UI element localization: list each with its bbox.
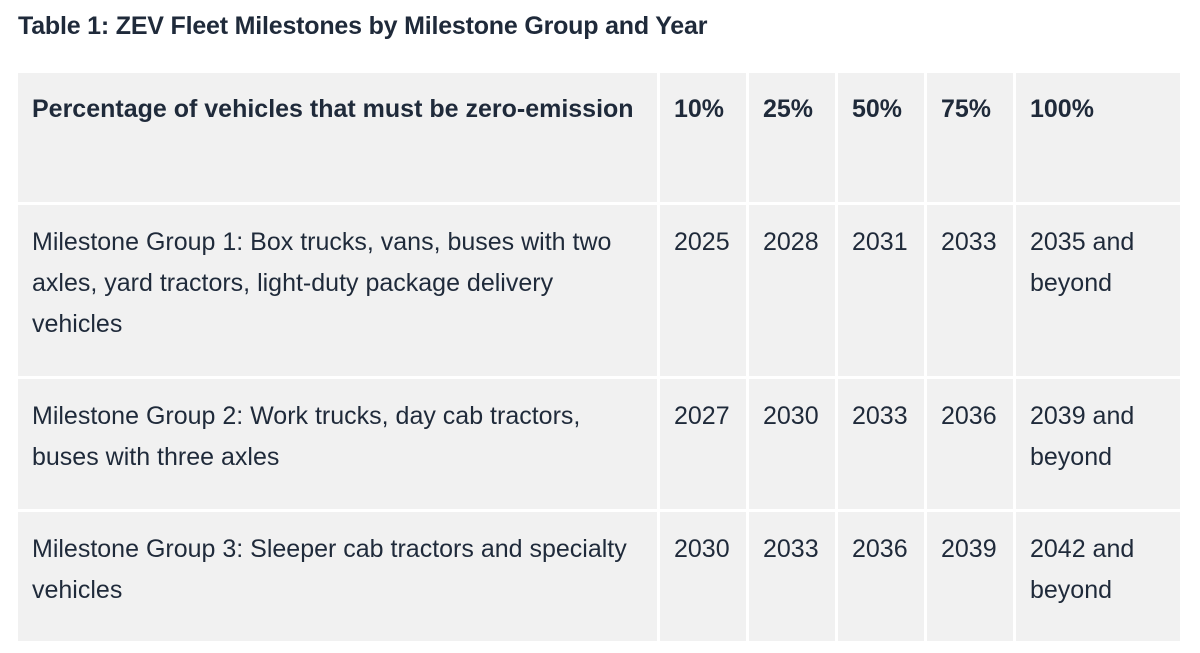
milestones-table: Percentage of vehicles that must be zero…: [15, 70, 1183, 644]
year-cell: 2036: [838, 512, 924, 641]
row-label: Milestone Group 3: Sleeper cab tractors …: [18, 512, 657, 641]
year-cell: 2030: [749, 379, 835, 509]
row-label: Milestone Group 1: Box trucks, vans, bus…: [18, 205, 657, 376]
table-row: Milestone Group 1: Box trucks, vans, bus…: [18, 205, 1180, 376]
row-label: Milestone Group 2: Work trucks, day cab …: [18, 379, 657, 509]
header-cell-25-percent: 25%: [749, 73, 835, 202]
table-caption: Table 1: ZEV Fleet Milestones by Milesto…: [18, 12, 708, 40]
year-cell: 2033: [927, 205, 1013, 376]
header-cell-label: Percentage of vehicles that must be zero…: [18, 73, 657, 202]
header-cell-100-percent: 100%: [1016, 73, 1180, 202]
table-row: Milestone Group 3: Sleeper cab tractors …: [18, 512, 1180, 641]
year-cell: 2042 and beyond: [1016, 512, 1180, 641]
year-cell: 2031: [838, 205, 924, 376]
year-cell: 2027: [660, 379, 746, 509]
year-cell: 2025: [660, 205, 746, 376]
year-cell: 2033: [749, 512, 835, 641]
table-row: Milestone Group 2: Work trucks, day cab …: [18, 379, 1180, 509]
table-header-row: Percentage of vehicles that must be zero…: [18, 73, 1180, 202]
header-cell-50-percent: 50%: [838, 73, 924, 202]
year-cell: 2039 and beyond: [1016, 379, 1180, 509]
year-cell: 2033: [838, 379, 924, 509]
header-cell-75-percent: 75%: [927, 73, 1013, 202]
header-cell-10-percent: 10%: [660, 73, 746, 202]
year-cell: 2028: [749, 205, 835, 376]
year-cell: 2035 and beyond: [1016, 205, 1180, 376]
year-cell: 2036: [927, 379, 1013, 509]
year-cell: 2039: [927, 512, 1013, 641]
year-cell: 2030: [660, 512, 746, 641]
